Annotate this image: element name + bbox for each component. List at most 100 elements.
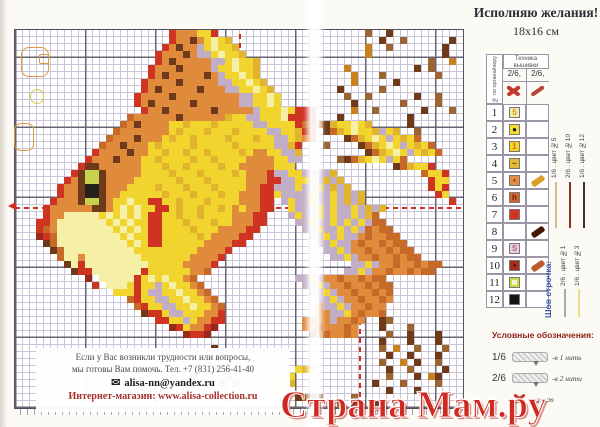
stitch-cell [351,303,358,310]
stitch-cell [267,86,274,93]
stitch-cell [218,86,225,93]
stitch-cell [365,233,372,240]
stitch-cell [344,303,351,310]
stitch-cell [162,282,169,289]
bubble-outline [14,123,34,151]
stitch-cell [190,107,197,114]
stitch-cell [169,114,176,121]
stitch-cell [225,86,232,93]
stitch-cell [85,233,92,240]
stitch-cell [155,72,162,79]
stitch-cell [99,177,106,184]
stitch-cell [393,345,400,352]
stitch-cell [428,149,435,156]
stitch-cell [393,233,400,240]
stitch-cell [120,212,127,219]
stitch-cell [190,331,197,338]
stitch-cell [92,170,99,177]
stitch-cell [400,135,407,142]
stitch-cell [253,156,260,163]
stitch-cell [183,205,190,212]
stitch-cell [148,275,155,282]
cross-symbol-cell: 1 [503,138,526,155]
stitch-cell [176,121,183,128]
stitch-cell [155,65,162,72]
stitch-cell [302,366,309,373]
stitch-cell [64,198,71,205]
stitch-cell [386,226,393,233]
stitch-cell [71,254,78,261]
stitch-cell [344,93,351,100]
stitch-cell [232,240,239,247]
stitch-cell [162,86,169,93]
stitch-cell [162,310,169,317]
stitch-cell [365,240,372,247]
stitch-cell [302,275,309,282]
stitch-cell [190,268,197,275]
stitch-cell [218,156,225,163]
stitch-cell [99,261,106,268]
stitch-cell [225,37,232,44]
stitch-cell [225,79,232,86]
stitch-cell [302,317,309,324]
stitch-cell [260,135,267,142]
stitch-cell [148,184,155,191]
stitch-cell [281,121,288,128]
stitch-cell [99,212,106,219]
page-title: Исполняю желания! [473,5,599,20]
stitch-cell [351,212,358,219]
stitch-cell [176,296,183,303]
stitch-cell [351,219,358,226]
stitch-cell [260,79,267,86]
stitch-cell [253,205,260,212]
stitch-cell [337,247,344,254]
stitch-cell [386,30,393,37]
stitch-cell [141,240,148,247]
stitch-cell [127,219,134,226]
stitch-cell [204,261,211,268]
stitch-cell [400,247,407,254]
stitch-cell [71,226,78,233]
stitch-cell [239,114,246,121]
stitch-cell [225,184,232,191]
stitch-cell [169,100,176,107]
stitch-cell [141,205,148,212]
stitch-cell [57,226,64,233]
stitch-cell [141,121,148,128]
stitch-cell [393,240,400,247]
stitch-cell [197,114,204,121]
stitch-cell [197,324,204,331]
stitch-cell [64,254,71,261]
stitch-cell [141,135,148,142]
stitch-cell [295,114,302,121]
stitch-cell [99,170,106,177]
stitch-cell [428,170,435,177]
stitch-cell [302,226,309,233]
stitch-cell [302,177,309,184]
stitch-cell [232,79,239,86]
stitch-cell [232,219,239,226]
stitch-cell [155,107,162,114]
stitch-cell [253,58,260,65]
stitch-cell [134,135,141,142]
stitch-cell [274,163,281,170]
stitch-cell [148,121,155,128]
stitch-cell [351,317,358,324]
stitch-cell [113,289,120,296]
stitch-cell [183,261,190,268]
stitch-cell [246,205,253,212]
stitch-cell [323,121,330,128]
stitch-cell [435,380,442,387]
stitch-cell [246,142,253,149]
stitch-cell [267,184,274,191]
stitch-cell [183,65,190,72]
stitch-cell [323,331,330,338]
stitch-cell [85,177,92,184]
stitch-cell [330,205,337,212]
stitch-cell [379,72,386,79]
stitch-cell [372,219,379,226]
stitch-cell [176,51,183,58]
stitch-cell [155,156,162,163]
stitch-cell [379,149,386,156]
